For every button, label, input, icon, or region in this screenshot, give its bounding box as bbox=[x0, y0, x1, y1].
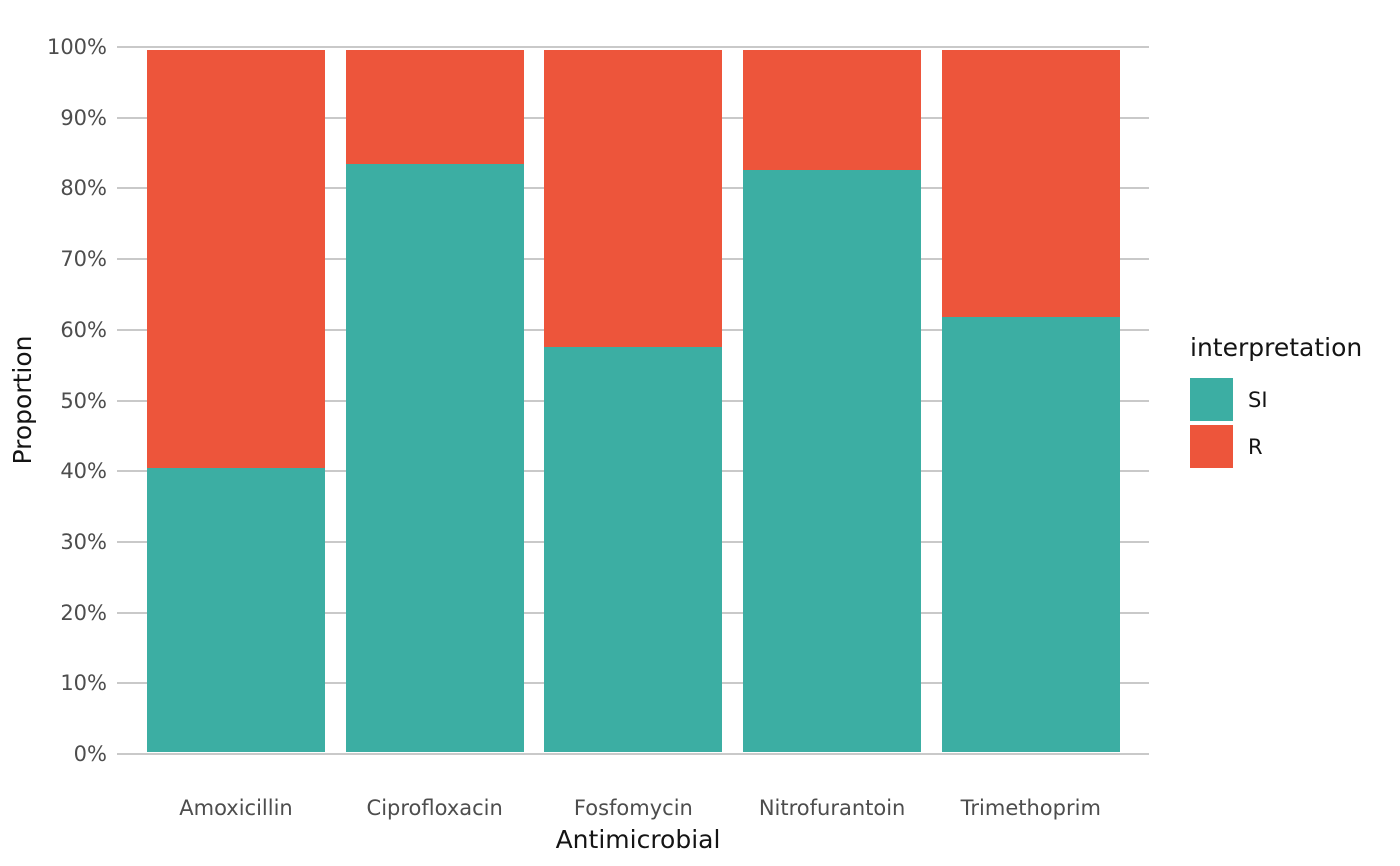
x-tick-label-ciprofloxacin: Ciprofloxacin bbox=[366, 796, 503, 820]
x-tick-label-trimethoprim: Trimethoprim bbox=[960, 796, 1101, 820]
y-tick-label-40%: 40% bbox=[60, 459, 107, 484]
y-tickmark-80% bbox=[117, 187, 128, 190]
y-tickmark-100% bbox=[117, 46, 128, 48]
bar-segment-nitrofurantoin-si[interactable] bbox=[743, 170, 922, 752]
bar-trimethoprim[interactable] bbox=[941, 50, 1120, 752]
x-tick-label-nitrofurantoin: Nitrofurantoin bbox=[758, 796, 906, 820]
y-tickmark-90% bbox=[117, 116, 128, 119]
y-tick-label-80%: 80% bbox=[60, 176, 107, 201]
legend-entries: SI R bbox=[1190, 378, 1362, 468]
y-axis-title: Proportion bbox=[8, 335, 37, 465]
y-tick-label-10%: 10% bbox=[60, 671, 107, 696]
y-tick-label-20%: 20% bbox=[60, 600, 107, 625]
y-tick-label-70%: 70% bbox=[60, 247, 107, 272]
x-axis-title: Antimicrobial bbox=[555, 825, 721, 854]
bar-segment-trimethoprim-r[interactable] bbox=[941, 50, 1120, 318]
y-tickmark-10% bbox=[117, 682, 128, 685]
y-tickmark-0% bbox=[117, 753, 128, 755]
bar-segment-fosfomycin-r[interactable] bbox=[544, 50, 723, 347]
legend-entry-r: R bbox=[1190, 425, 1362, 468]
legend-swatch-si bbox=[1190, 378, 1233, 421]
bar-segment-fosfomycin-si[interactable] bbox=[544, 346, 723, 752]
y-tick-label-50%: 50% bbox=[60, 388, 107, 413]
legend-label-r: R bbox=[1248, 434, 1263, 459]
y-tickmark-60% bbox=[117, 328, 128, 331]
y-tickmark-50% bbox=[117, 399, 128, 402]
plot-panel bbox=[117, 46, 1149, 755]
x-tick-label-amoxicillin: Amoxicillin bbox=[179, 796, 293, 820]
legend-swatch-r bbox=[1190, 425, 1233, 468]
y-tickmark-30% bbox=[117, 540, 128, 543]
legend-label-si: SI bbox=[1248, 387, 1268, 412]
y-tick-label-60%: 60% bbox=[60, 317, 107, 342]
bar-ciprofloxacin[interactable] bbox=[345, 50, 524, 752]
bar-amoxicillin[interactable] bbox=[146, 50, 325, 752]
bar-segment-amoxicillin-si[interactable] bbox=[146, 467, 325, 752]
bar-segment-trimethoprim-si[interactable] bbox=[941, 317, 1120, 752]
y-tickmark-40% bbox=[117, 470, 128, 473]
x-tick-label-fosfomycin: Fosfomycin bbox=[573, 796, 693, 820]
gridline-0% bbox=[128, 753, 1149, 755]
gridline-100% bbox=[128, 46, 1149, 48]
bar-segment-ciprofloxacin-r[interactable] bbox=[345, 50, 524, 164]
y-tickmark-70% bbox=[117, 258, 128, 261]
y-tick-label-90%: 90% bbox=[60, 105, 107, 130]
y-tick-label-0%: 0% bbox=[73, 742, 107, 766]
legend-title: interpretation bbox=[1190, 333, 1363, 362]
legend-entry-si: SI bbox=[1190, 378, 1362, 421]
bar-segment-amoxicillin-r[interactable] bbox=[146, 50, 325, 468]
legend: interpretation SI R bbox=[1190, 333, 1362, 472]
bar-segment-ciprofloxacin-si[interactable] bbox=[345, 163, 524, 752]
bar-fosfomycin[interactable] bbox=[544, 50, 723, 752]
y-tick-label-30%: 30% bbox=[60, 529, 107, 554]
y-tick-label-100%: 100% bbox=[46, 35, 107, 59]
y-tickmark-20% bbox=[117, 611, 128, 614]
bar-segment-nitrofurantoin-r[interactable] bbox=[743, 50, 922, 171]
bar-nitrofurantoin[interactable] bbox=[743, 50, 922, 752]
